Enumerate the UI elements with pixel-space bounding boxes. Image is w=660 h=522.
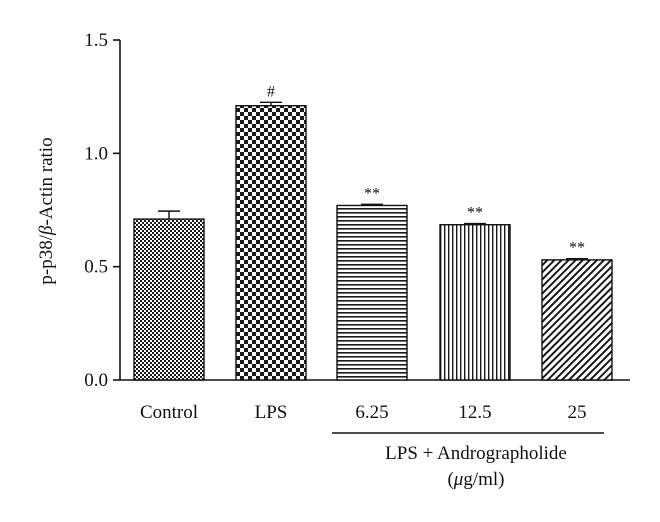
y-tick-label: 1.5 [84,30,108,51]
group-label-line2: (μg/ml) [447,469,504,490]
x-tick-label: 12.5 [458,402,491,423]
x-tick-label: 6.25 [355,402,388,423]
significance-label: ** [364,185,380,202]
y-tick-label: 1.0 [84,143,108,164]
y-tick-label: 0.0 [84,370,108,391]
bar-25 [541,259,613,381]
bar-12-5 [439,224,511,381]
significance-label: # [267,83,275,100]
x-tick-labels: Control LPS 6.25 12.5 25 [140,402,587,423]
significance-label: ** [569,240,585,257]
bars: # ** ** ** [133,83,613,381]
bar-lps [235,105,307,381]
x-tick-label: 25 [568,402,587,423]
significance-label: ** [467,205,483,222]
x-tick-label: LPS [255,402,288,423]
bar-control [133,218,205,381]
bar-6-25 [336,204,408,381]
x-tick-label: Control [140,402,198,423]
y-axis-label: p-p38/β-Actin ratio [36,137,57,284]
y-tick-label: 0.5 [84,257,108,278]
group-label-line1: LPS + Andrographolide [385,443,567,464]
